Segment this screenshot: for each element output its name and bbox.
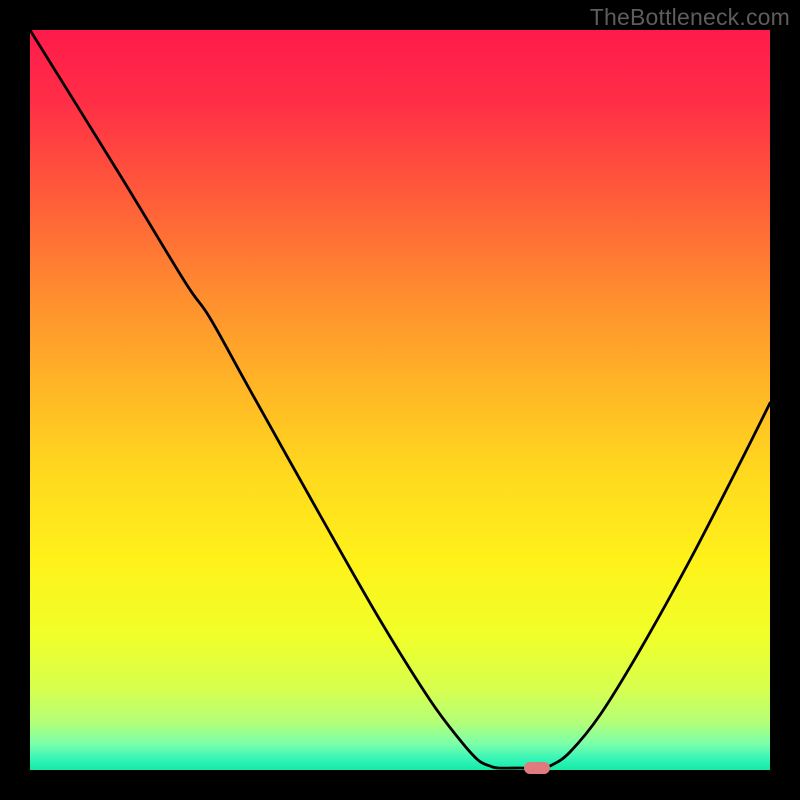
chart-frame: TheBottleneck.com — [0, 0, 800, 800]
optimal-marker — [524, 762, 550, 774]
plot-background — [30, 30, 770, 770]
bottleneck-chart — [0, 0, 800, 800]
watermark-text: TheBottleneck.com — [590, 4, 790, 31]
